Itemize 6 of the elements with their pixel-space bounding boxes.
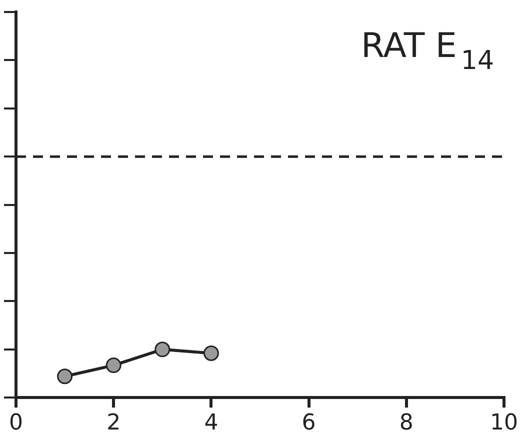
x-tick-label: 8 xyxy=(399,410,414,436)
x-tick-label: 6 xyxy=(302,410,316,436)
x-tick-label: 0 xyxy=(9,410,23,436)
x-tick-label: 10 xyxy=(490,410,518,436)
x-tick-label: 4 xyxy=(204,410,218,436)
x-tick-label: 2 xyxy=(106,410,121,436)
